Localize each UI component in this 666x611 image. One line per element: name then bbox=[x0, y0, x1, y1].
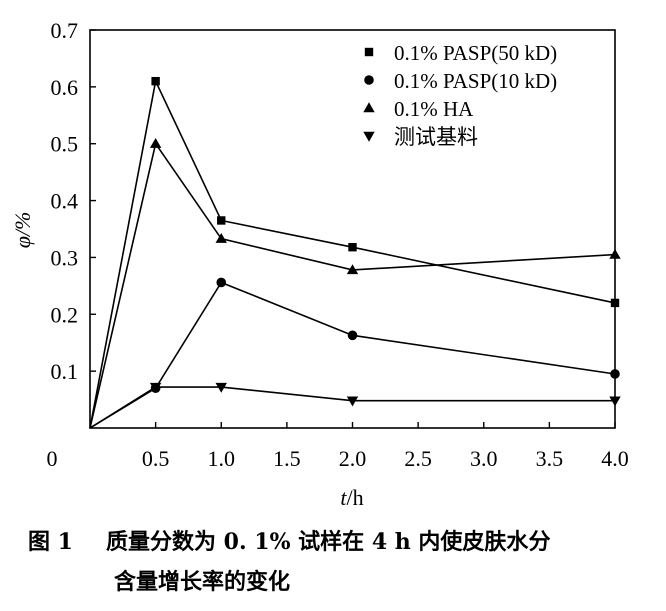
series-line bbox=[89, 78, 616, 429]
y-tick-label: 0.6 bbox=[51, 75, 79, 100]
x-tick-label: 2.0 bbox=[339, 446, 367, 471]
y-axis-label: φ/% bbox=[10, 212, 35, 249]
circle-marker bbox=[347, 330, 358, 341]
y-tick-label: 0.1 bbox=[51, 359, 79, 384]
legend-label: 测试基料 bbox=[394, 125, 478, 149]
triangle-up-marker bbox=[346, 264, 359, 275]
x-tick-label: 0 bbox=[47, 446, 58, 471]
triangle-down-marker bbox=[363, 131, 375, 142]
circle-marker bbox=[364, 75, 374, 85]
y-tick-label: 0.5 bbox=[51, 132, 79, 157]
x-tick-label: 3.0 bbox=[470, 446, 498, 471]
x-tick-label: 2.5 bbox=[404, 446, 432, 471]
figure-number: 图 1 bbox=[28, 529, 73, 555]
square-marker bbox=[151, 76, 160, 86]
triangle-down-marker bbox=[215, 382, 227, 393]
caption-text-1: 质量分数为 0. 1% 试样在 4 h 内使皮肤水分 bbox=[106, 529, 551, 555]
figure-caption: 图 1 质量分数为 0. 1% 试样在 4 h 内使皮肤水分 含量增长率的变化 bbox=[28, 522, 648, 602]
triangle-up-marker bbox=[149, 138, 162, 148]
triangle-down-marker bbox=[346, 396, 359, 407]
legend-label: 0.1% HA bbox=[394, 97, 474, 121]
circle-marker bbox=[610, 369, 620, 379]
caption-line-2: 含量增长率的变化 bbox=[114, 569, 291, 595]
x-tick-label: 0.5 bbox=[142, 446, 170, 471]
x-tick-label: 1.5 bbox=[273, 446, 301, 471]
legend-label: 0.1% PASP(50 kD) bbox=[394, 41, 557, 65]
y-tick-label: 0.2 bbox=[51, 302, 79, 327]
triangle-up-marker bbox=[215, 232, 227, 243]
triangle-up-marker bbox=[609, 248, 621, 259]
triangle-up-marker bbox=[363, 102, 375, 113]
caption-line-1: 图 1 质量分数为 0. 1% 试样在 4 h 内使皮肤水分 bbox=[28, 522, 648, 562]
x-axis-unit: /h bbox=[347, 485, 364, 510]
square-marker bbox=[610, 298, 620, 308]
legend-label: 0.1% PASP(10 kD) bbox=[394, 69, 557, 93]
square-marker bbox=[348, 242, 357, 252]
triangle-down-marker bbox=[149, 382, 162, 393]
square-marker bbox=[364, 47, 374, 57]
y-tick-label: 0.4 bbox=[51, 189, 79, 214]
x-tick-label: 4.0 bbox=[601, 446, 629, 471]
x-axis-var: t bbox=[340, 485, 347, 510]
x-tick-label: 3.5 bbox=[536, 446, 564, 471]
circle-marker bbox=[216, 277, 227, 288]
triangle-down-marker bbox=[609, 396, 621, 407]
square-marker bbox=[217, 216, 226, 225]
x-tick-label: 1.0 bbox=[208, 446, 236, 471]
y-tick-label: 0.3 bbox=[51, 245, 79, 270]
chart: 0 0.5 1.0 1.5 2.0 2.5 3.0 3.5 4.0 0.1 0.2 0.3 0.4 0.5… bbox=[10, 18, 629, 510]
series-line bbox=[89, 386, 615, 429]
x-axis-label: t/h bbox=[340, 485, 363, 510]
y-tick-label: 0.7 bbox=[51, 18, 79, 43]
